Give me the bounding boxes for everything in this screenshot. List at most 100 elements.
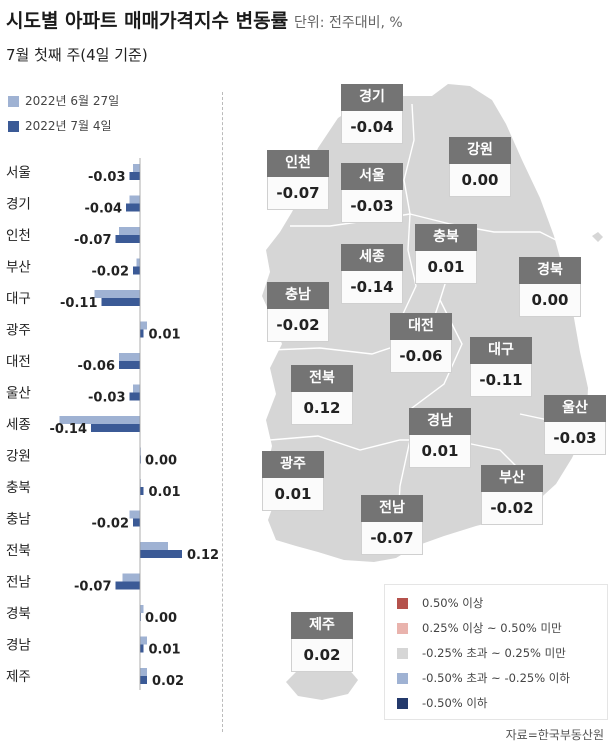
legend-swatch-series-1 [8,96,19,107]
border-chungbuk-west [401,213,417,317]
region-value: -0.11 [470,364,532,397]
region-name: 강원 [449,137,511,164]
region-name: 전남 [361,495,423,522]
map-legend-label-1: 0.50% 이상 [422,596,484,610]
bar-current [101,298,140,306]
region-name: 전북 [291,365,353,392]
region-name: 대구 [470,337,532,364]
legend-item-series-2: 2022년 7월 4일 [8,117,112,134]
divider [222,92,223,732]
map-legend-label-4: -0.50% 초과 ~ -0.25% 이하 [422,671,570,685]
value-label: 0.01 [149,485,181,500]
region-value: -0.06 [390,340,452,373]
region-value: 0.00 [519,284,581,317]
bar-previous [140,636,147,645]
region-value: -0.02 [481,492,543,525]
bar-previous [129,510,140,519]
bar-current [115,235,140,243]
category-label: 부산 [6,260,31,276]
region-tag: 충남 -0.02 [267,282,329,342]
map-legend: 0.50% 이상 0.25% 이상 ~ 0.50% 미만 -0.25% 초과 ~… [384,584,608,720]
map-legend-item-3: -0.25% 초과 ~ 0.25% 미만 [397,645,566,661]
region-tag: 세종 -0.14 [341,244,403,304]
legend-label-series-1: 2022년 6월 27일 [25,94,120,108]
region-name: 제주 [291,612,353,639]
page-subtitle: 7월 첫째 주(4일 기준) [6,46,148,64]
bar-current [91,424,140,432]
map-legend-item-1: 0.50% 이상 [397,595,483,611]
region-tag: 경북 0.00 [519,257,581,317]
category-label: 대구 [6,291,31,307]
value-label: -0.04 [85,202,122,217]
map-legend-label-3: -0.25% 초과 ~ 0.25% 미만 [422,646,566,660]
unit-label: 단위: 전주대비, % [294,15,403,31]
category-label: 충북 [6,480,31,496]
value-label: 0.01 [149,643,181,658]
region-value: -0.02 [267,309,329,342]
border-jeonbuk-jeonnam [269,435,410,451]
region-name: 대전 [390,313,452,340]
region-value: -0.14 [341,271,403,304]
map-legend-swatch-2 [397,623,408,634]
region-value: -0.03 [341,190,403,223]
bar-current [115,581,140,590]
value-label: 0.00 [145,454,177,469]
value-label: 0.01 [149,328,181,343]
region-tag: 광주 0.01 [262,451,324,511]
region-name: 부산 [481,465,543,492]
value-label: -0.03 [88,391,125,406]
category-label: 제주 [6,669,31,685]
region-value: -0.07 [361,522,423,555]
bar-current [140,329,144,338]
bar-current [119,361,140,369]
bar-previous [133,164,140,172]
value-label: -0.02 [92,265,129,280]
region-name: 인천 [267,150,329,177]
bar-previous [122,573,140,582]
legend-swatch-series-2 [8,121,19,132]
region-name: 경기 [341,84,403,111]
region-value: 0.12 [291,392,353,425]
region-tag: 대전 -0.06 [390,313,452,373]
region-tag: 강원 0.00 [449,137,511,197]
value-label: -0.07 [74,580,111,595]
map-legend-swatch-4 [397,673,408,684]
category-label: 전북 [6,543,31,559]
border-chungnam-jeonbuk [269,343,403,355]
region-value: 0.01 [262,478,324,511]
region-tag: 제주 0.02 [291,612,353,672]
source-note: 자료=한국부동산원 [505,728,604,742]
value-label: -0.06 [78,359,115,374]
bar-current [133,266,140,275]
legend-label-series-2: 2022년 7월 4일 [25,119,112,133]
bar-current [129,172,140,180]
category-label: 서울 [6,165,31,181]
bar-previous [129,195,140,204]
region-tag: 전북 0.12 [291,365,353,425]
bar-current [140,487,144,495]
region-tag: 울산 -0.03 [544,395,606,455]
category-label: 광주 [6,323,31,339]
border-gyeonggi-gangwon [403,103,415,215]
value-label: -0.07 [74,233,111,248]
region-tag: 전남 -0.07 [361,495,423,555]
region-value: -0.04 [341,111,403,144]
map-legend-item-2: 0.25% 이상 ~ 0.50% 미만 [397,620,562,636]
bar-current [133,518,140,527]
category-label: 강원 [6,449,31,465]
bar-current [140,644,144,653]
category-label: 경기 [6,197,31,213]
category-label: 대전 [6,354,31,370]
map-legend-item-5: -0.50% 이하 [397,695,488,711]
bar-current [140,550,182,558]
region-value: -0.03 [544,422,606,455]
value-label: -0.14 [50,422,87,437]
map-legend-item-4: -0.50% 초과 ~ -0.25% 이하 [397,670,570,686]
border-gangwon-gyeongbuk [409,213,557,241]
map-legend-swatch-5 [397,698,408,709]
bar-current [129,392,140,401]
region-tag: 경기 -0.04 [341,84,403,144]
map-legend-swatch-3 [397,648,408,659]
